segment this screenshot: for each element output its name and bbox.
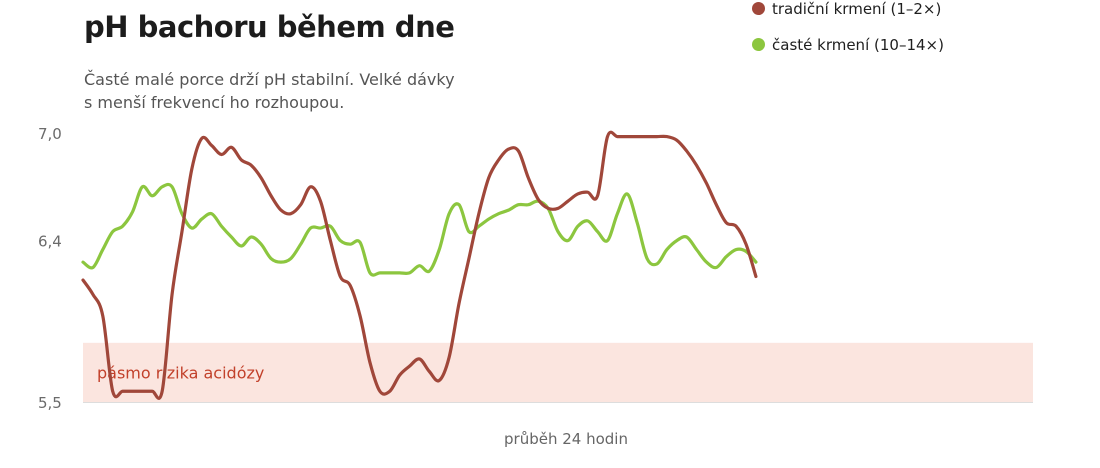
- subtitle-line: Časté malé porce drží pH stabilní. Velké…: [84, 70, 455, 89]
- legend-swatch-traditional: [752, 2, 765, 15]
- series-line-traditional: [81, 130, 758, 400]
- y-tick-label: 7,0: [38, 125, 62, 143]
- legend-label-traditional: tradiční krmení (1–2×): [772, 0, 942, 18]
- risk-zone-label: pásmo rizika acidózy: [97, 363, 264, 382]
- series-line-frequent: [81, 182, 758, 277]
- risk-zone-band: [83, 342, 1033, 402]
- y-tick-label: 6,4: [38, 233, 62, 251]
- x-axis-label: průběh 24 hodin: [504, 430, 628, 448]
- chart-subtitle: Časté malé porce drží pH stabilní. Velké…: [84, 68, 554, 114]
- legend-swatch-frequent: [752, 38, 765, 51]
- y-tick-label: 5,5: [38, 394, 62, 412]
- subtitle-line: s menší frekvencí ho rozhoupou.: [84, 93, 345, 112]
- chart-title: pH bachoru během dne: [84, 10, 455, 44]
- legend-item-frequent: časté krmení (10–14×): [752, 36, 944, 54]
- legend-item-traditional: tradiční krmení (1–2×): [752, 0, 941, 18]
- legend-label-frequent: časté krmení (10–14×): [772, 36, 944, 54]
